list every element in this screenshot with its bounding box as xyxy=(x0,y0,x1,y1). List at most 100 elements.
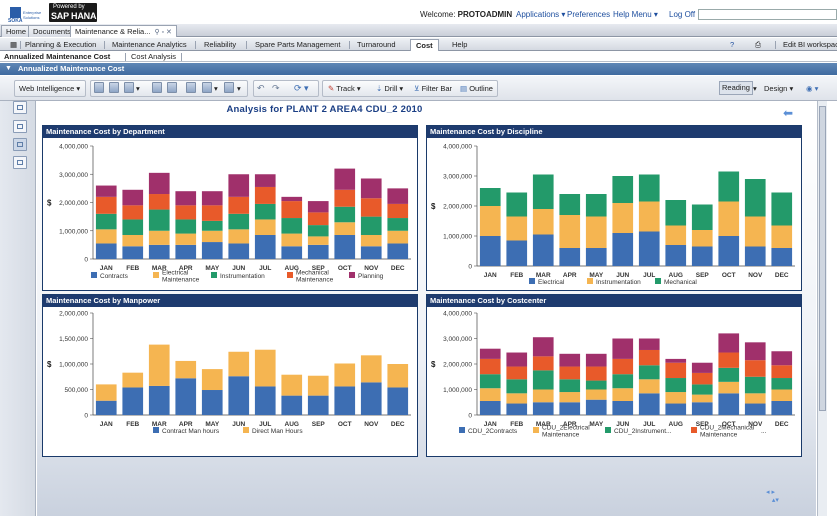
bar-segment xyxy=(479,374,501,389)
bar-segment xyxy=(360,246,382,259)
bar-segment xyxy=(175,205,197,220)
bar-segment xyxy=(532,402,554,415)
chart-title: Maintenance Cost by Department xyxy=(43,126,417,138)
bar-segment xyxy=(95,185,117,197)
copy-icon[interactable] xyxy=(186,82,196,93)
bar-segment xyxy=(771,378,793,390)
x-tick-label: AUG xyxy=(285,265,299,272)
vertical-scrollbar[interactable] xyxy=(817,101,827,516)
x-tick-label: JUN xyxy=(616,272,629,279)
export-icon[interactable] xyxy=(202,82,212,93)
search-input[interactable] xyxy=(698,9,837,20)
bar-segment xyxy=(691,362,713,373)
track-button[interactable]: ✎ Track ▾ xyxy=(328,84,361,93)
refresh-icon[interactable]: ⟳ ▾ xyxy=(294,83,309,93)
new-document-icon[interactable] xyxy=(94,82,104,93)
reading-mode-button[interactable]: Reading xyxy=(719,81,753,95)
user-prompt-icon[interactable] xyxy=(13,156,27,169)
x-tick-label: FEB xyxy=(126,265,139,272)
bar-segment xyxy=(744,393,766,404)
tab-options-icon[interactable]: ⚲ ▫ ✕ xyxy=(154,29,172,36)
help-menu[interactable]: Help Menu ▾ xyxy=(613,10,658,19)
web-intelligence-menu[interactable]: Web Intelligence ▾ xyxy=(19,84,81,93)
redo-icon[interactable]: ↷ xyxy=(272,83,280,93)
bar-segment xyxy=(334,222,356,235)
back-arrow-icon[interactable]: ⬅ xyxy=(783,106,794,120)
tab-home[interactable]: Home xyxy=(1,25,32,37)
bar-segment xyxy=(95,384,117,401)
bar-segment xyxy=(532,370,554,390)
design-mode-button[interactable]: Design ▾ xyxy=(764,84,794,93)
tab-annualized-cost[interactable]: Annualized Maintenance Cost xyxy=(4,52,111,61)
edit-bi-workspace-button[interactable]: Edit BI workspace xyxy=(783,40,837,49)
navigation-map-icon[interactable] xyxy=(13,120,27,133)
bar-segment xyxy=(559,353,581,367)
input-controls-icon[interactable] xyxy=(13,138,27,151)
bar-segment xyxy=(585,380,607,390)
preferences-link[interactable]: Preferences xyxy=(567,10,611,19)
mail-icon[interactable] xyxy=(224,82,234,93)
chart-panel-discipline: Maintenance Cost by Discipline $0 1,000,0… xyxy=(426,125,802,291)
bar-segment xyxy=(254,174,276,187)
open-folder-icon[interactable] xyxy=(109,82,119,93)
bar-segment xyxy=(479,206,501,236)
help-icon[interactable]: ? xyxy=(730,40,735,49)
tab-cost[interactable]: Cost xyxy=(410,39,439,51)
bar-segment xyxy=(122,219,144,235)
x-tick-label: SEP xyxy=(696,421,710,428)
bar-segment xyxy=(585,366,607,381)
tab-documents[interactable]: Documents xyxy=(28,25,76,37)
reading-dropdown-icon[interactable]: ▾ xyxy=(753,84,757,93)
bar-segment xyxy=(479,388,501,401)
bar-segment xyxy=(360,382,382,415)
help-icon[interactable]: ◉ ▾ xyxy=(806,84,819,93)
x-tick-label: OCT xyxy=(722,421,736,428)
bar-segment xyxy=(228,229,250,244)
filter-bar-button[interactable]: ⊻ Filter Bar xyxy=(414,84,453,93)
bar-segment xyxy=(771,365,793,379)
tab-planning-execution[interactable]: Planning & Execution xyxy=(25,40,97,49)
applications-menu[interactable]: Applications ▾ xyxy=(516,10,566,19)
bar-segment xyxy=(254,349,276,387)
logoff-link[interactable]: Log Off xyxy=(669,10,696,19)
tab-turnaround[interactable]: Turnaround xyxy=(357,40,396,49)
bar-segment xyxy=(612,176,634,203)
find-icon[interactable] xyxy=(167,82,177,93)
legend-label: CDU_2Instrument... xyxy=(614,428,672,435)
bar-segment xyxy=(281,196,303,202)
legend-swatch xyxy=(459,427,465,433)
x-tick-label: OCT xyxy=(722,272,736,279)
collapse-icon[interactable]: ▼ xyxy=(5,65,12,72)
scrollbar-thumb[interactable] xyxy=(819,106,826,411)
bar-segment xyxy=(307,244,329,259)
print-icon[interactable]: ⎙ xyxy=(755,40,761,49)
tab-maintenance-analytics[interactable]: Maintenance Analytics xyxy=(112,40,187,49)
report-title: Analysis for PLANT 2 AREA4 CDU_2 2010 xyxy=(226,104,423,115)
outline-button[interactable]: ▤ Outline xyxy=(460,84,493,93)
bar-segment xyxy=(532,234,554,266)
bar-segment xyxy=(691,394,713,403)
page-navigation-icon[interactable]: ◂ ▸ ▴▾ xyxy=(766,489,779,504)
bar-segment xyxy=(665,200,687,226)
legend-label: Maintenance xyxy=(700,432,738,439)
bar-segment xyxy=(281,246,303,259)
bar-segment xyxy=(307,212,329,226)
tab-maintenance[interactable]: Maintenance & Relia... ⚲ ▫ ✕ xyxy=(70,25,177,37)
x-tick-label: JAN xyxy=(100,421,113,428)
document-summary-icon[interactable] xyxy=(13,101,27,114)
tab-help[interactable]: Help xyxy=(452,40,468,49)
tab-cost-analysis[interactable]: Cost Analysis xyxy=(131,52,177,61)
tab-reliability[interactable]: Reliability xyxy=(204,40,237,49)
bar-segment xyxy=(506,379,528,394)
tab-spare-parts[interactable]: Spare Parts Management xyxy=(255,40,341,49)
drill-button[interactable]: ⇣ Drill ▾ xyxy=(376,84,404,93)
y-tick-label: 1,000,000 xyxy=(443,234,472,241)
save-icon[interactable] xyxy=(124,82,134,93)
grid-icon[interactable]: ▦ xyxy=(10,40,18,49)
save-dropdown-icon[interactable]: ▾ xyxy=(136,84,140,93)
print-icon[interactable] xyxy=(152,82,162,93)
legend-swatch xyxy=(587,278,593,284)
x-tick-label: AUG xyxy=(669,421,683,428)
bar-segment xyxy=(254,386,276,415)
undo-icon[interactable]: ↶ xyxy=(257,83,265,93)
